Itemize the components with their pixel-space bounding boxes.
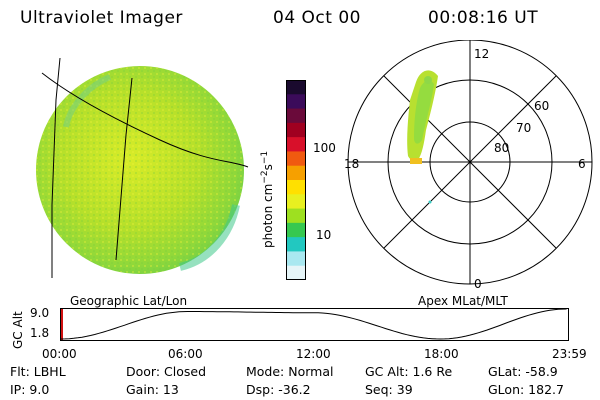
instrument-title: Ultraviolet Imager bbox=[20, 8, 183, 28]
dsp-info: Dsp: -36.2 bbox=[246, 382, 311, 397]
colorbar-tick-10: 10 bbox=[316, 228, 332, 242]
lon-line-left bbox=[51, 57, 61, 278]
lat-label-70: 70 bbox=[516, 121, 531, 135]
x-tick-0000: 00:00 bbox=[42, 347, 77, 361]
time-label: 00:08:16 UT bbox=[428, 8, 539, 28]
glat-info: GLat: -58.9 bbox=[488, 364, 558, 379]
colorbar-segment bbox=[286, 180, 306, 195]
svg-text:GC Alt: GC Alt bbox=[11, 311, 25, 349]
colorbar-segment bbox=[286, 237, 306, 252]
altitude-curve bbox=[60, 308, 567, 340]
date-label: 04 Oct 00 bbox=[273, 8, 361, 28]
lat-label-80: 80 bbox=[494, 141, 509, 155]
mlt-label-6: 6 bbox=[578, 157, 586, 171]
mlt-label-12: 12 bbox=[474, 47, 489, 61]
colorbar-segment bbox=[286, 208, 306, 224]
colorbar-segment bbox=[286, 194, 306, 210]
colorbar-segment bbox=[286, 108, 306, 124]
geographic-image bbox=[36, 57, 249, 278]
colorbar-segment bbox=[286, 165, 306, 181]
seq-info: Seq: 39 bbox=[365, 382, 413, 397]
colorbar-segment bbox=[286, 94, 306, 110]
lat-label-60: 60 bbox=[534, 99, 549, 113]
color-bar bbox=[286, 80, 306, 281]
x-tick-2359: 23:59 bbox=[552, 347, 587, 361]
colorbar-segment bbox=[286, 222, 306, 238]
ip-info: IP: 9.0 bbox=[10, 382, 50, 397]
lat-line bbox=[41, 72, 249, 168]
y-tick-min: 1.8 bbox=[30, 326, 50, 340]
colorbar-tick-100: 100 bbox=[313, 141, 336, 155]
colorbar-segment bbox=[286, 251, 306, 267]
colorbar-label: photon cm−2s−1 bbox=[260, 151, 275, 248]
x-tick-0600: 06:00 bbox=[168, 347, 203, 361]
gain-info: Gain: 13 bbox=[126, 382, 179, 397]
gcalt-info: GC Alt: 1.6 Re bbox=[365, 364, 453, 379]
y-tick-max: 9.0 bbox=[30, 306, 50, 320]
colorbar-segment bbox=[286, 80, 306, 95]
colorbar-segment bbox=[286, 137, 306, 152]
orbit-altitude-plot bbox=[60, 308, 569, 341]
flt-info: Flt: LBHL bbox=[10, 364, 66, 379]
svg-text:photon cm−2s−1: photon cm−2s−1 bbox=[260, 151, 275, 248]
apex-label: Apex MLat/MLT bbox=[418, 294, 508, 308]
x-tick-1800: 18:00 bbox=[424, 347, 459, 361]
door-info: Door: Closed bbox=[126, 364, 207, 379]
x-tick-1200: 12:00 bbox=[296, 347, 331, 361]
colorbar-segment bbox=[286, 265, 306, 281]
mlt-label-18: 18 bbox=[344, 157, 359, 171]
colorbar-segment bbox=[286, 122, 306, 138]
mode-info: Mode: Normal bbox=[246, 364, 334, 379]
colorbar-segment bbox=[286, 151, 306, 167]
mlt-label-0: 0 bbox=[474, 277, 482, 291]
polar-plot: 12 18 6 0 60 70 80 bbox=[344, 40, 593, 291]
glon-info: GLon: 182.7 bbox=[488, 382, 564, 397]
lon-line-mid bbox=[115, 77, 133, 261]
timeline-y-label: GC Alt bbox=[11, 311, 25, 349]
geographic-label: Geographic Lat/Lon bbox=[70, 294, 188, 308]
